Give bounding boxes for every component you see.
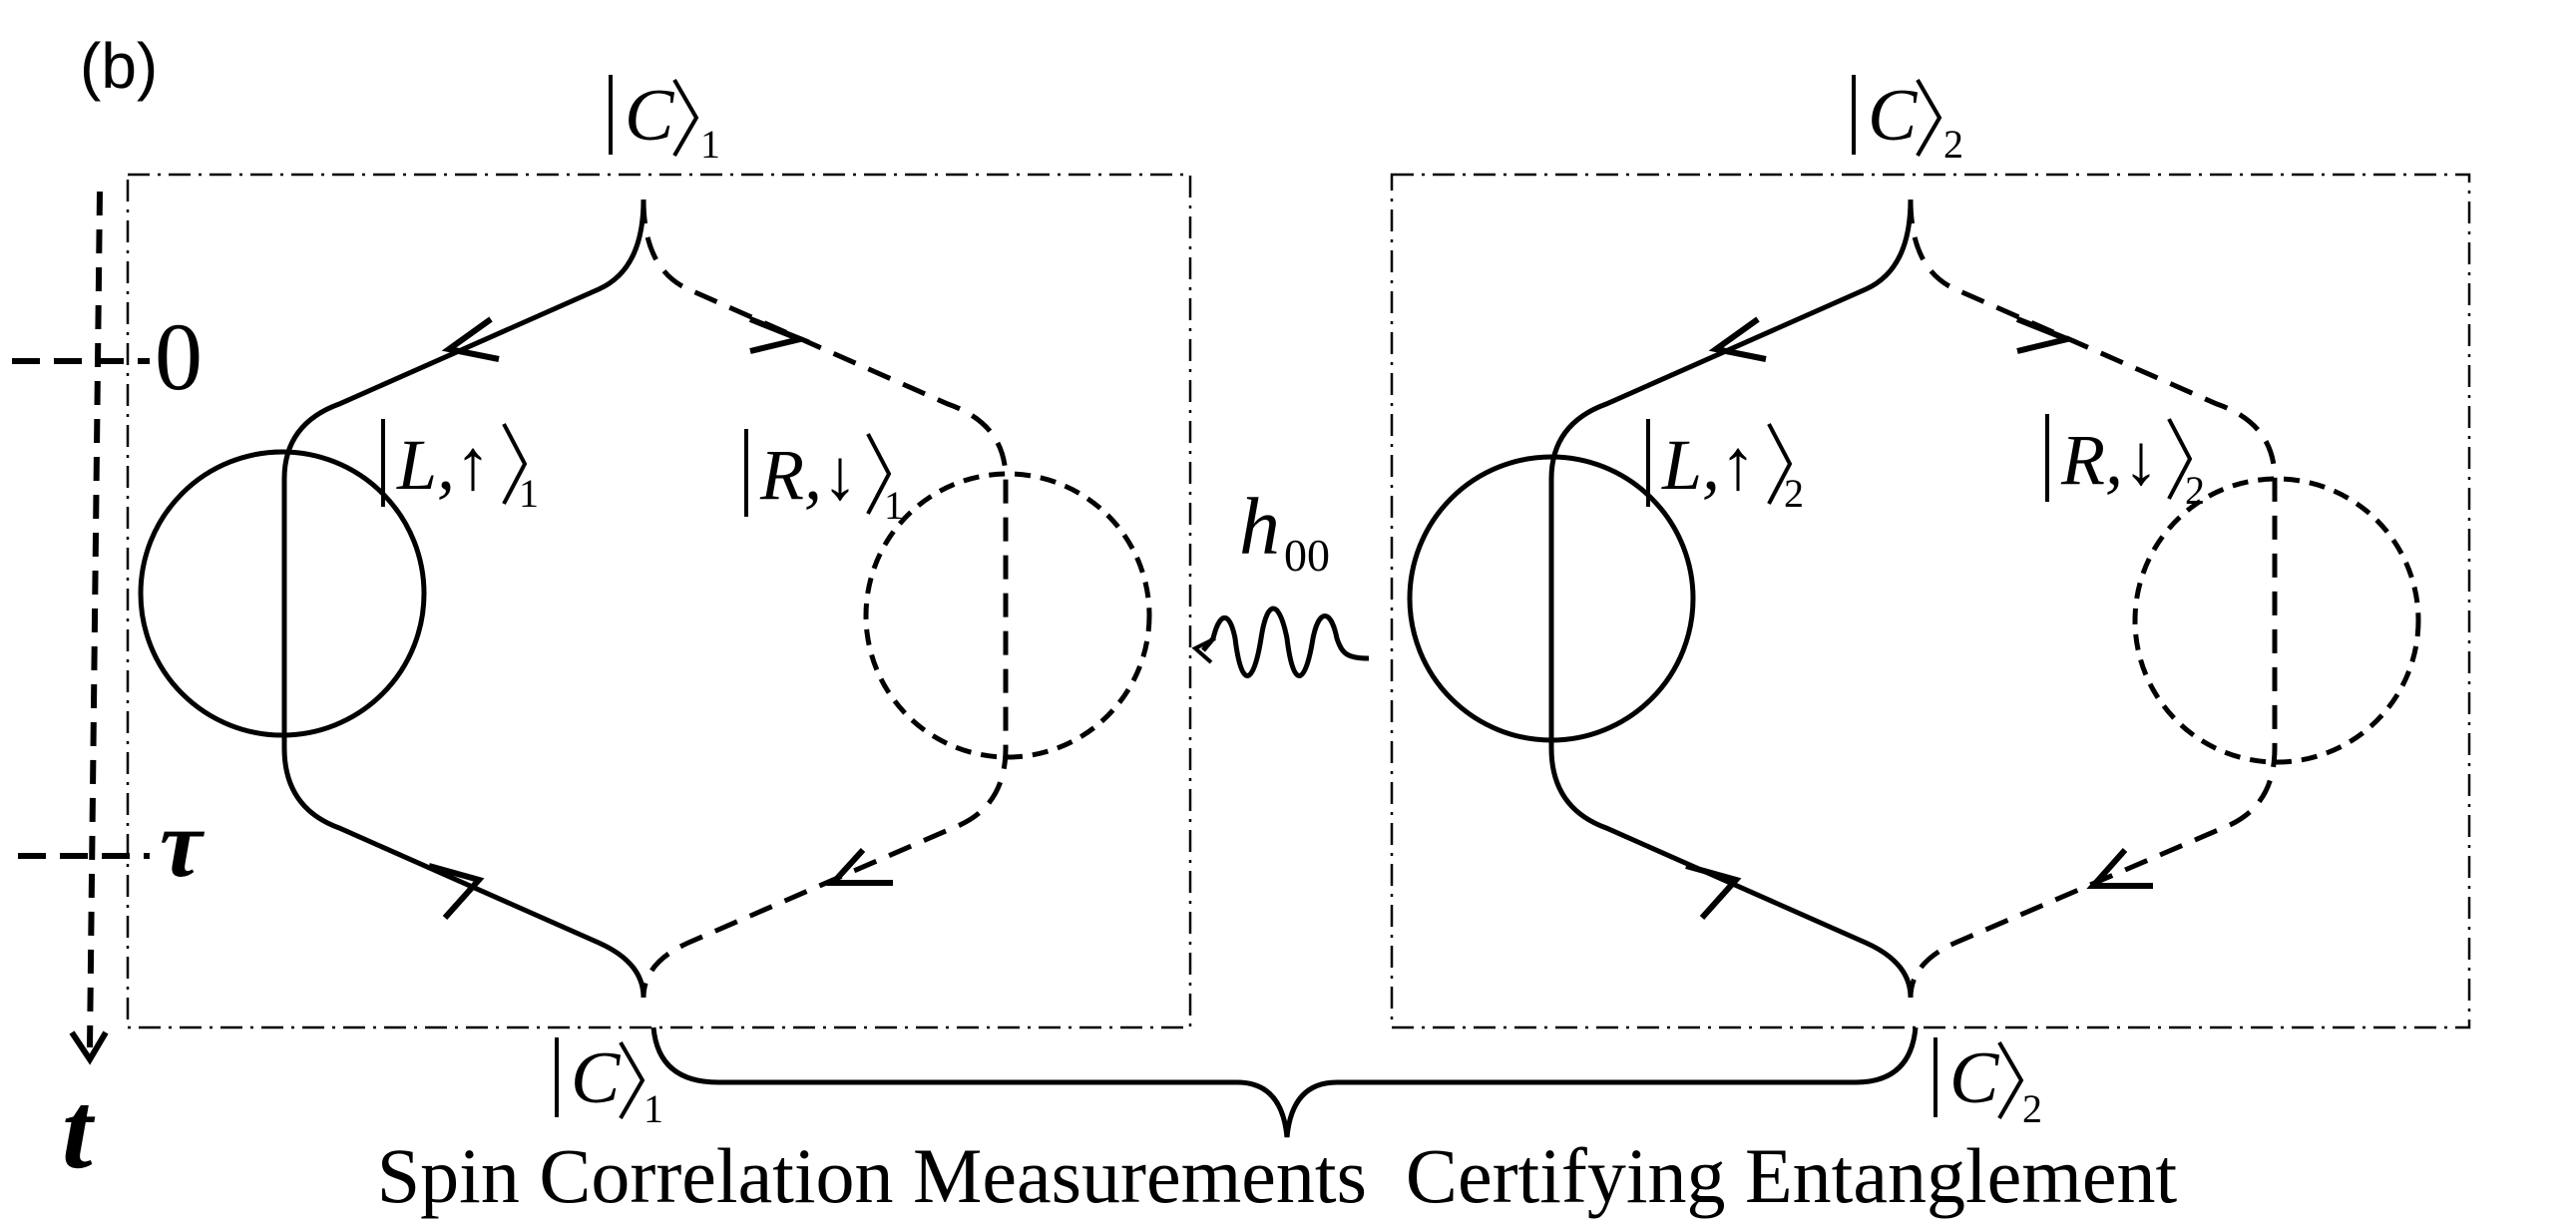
svg-text:2: 2 [2185,468,2205,513]
svg-text:C: C [1868,75,1919,157]
system-1-right-path [641,199,1009,999]
system-2-left-state: L,↑ 2 [1646,419,1804,516]
system-1-right-state: R,↓ 1 [744,429,904,528]
time-axis-label: t [62,1069,96,1191]
system-2-left-arrow-down [1708,316,1767,362]
system-2-right-state: R,↓ 2 [2045,414,2205,513]
system-2-left-arrow-up [1685,863,1742,921]
system-2-left-path [1548,199,1914,999]
system-2-right-path [1908,199,2278,999]
system-2-right-arrow-up [2086,848,2153,889]
correlation-bracket [650,1026,1919,1138]
svg-text:C: C [1949,1037,2000,1119]
caption: Spin Correlation Measurements Certifying… [377,1132,2178,1219]
svg-text:C: C [625,75,675,157]
svg-text:1: 1 [519,471,539,516]
system-1-right-arrow-down [748,316,810,354]
svg-text:2: 2 [1943,122,1963,167]
system-1-right-arrow-up [826,847,893,886]
system-1-left-path [281,199,646,999]
svg-text:1: 1 [700,122,720,167]
system-1: C 1 L,↑ 1 R,↓ 1 C 1 [126,75,1192,1131]
svg-text:1: 1 [884,483,904,528]
svg-text:R,↓: R,↓ [759,435,858,515]
system-1-left-state: L,↑ 1 [381,419,539,516]
system-2: C 2 L,↑ 2 R,↓ 2 C 2 [1390,75,2471,1131]
svg-text:2: 2 [1784,471,1804,516]
svg-text:2: 2 [2022,1086,2042,1131]
panel-label: (b) [80,30,158,102]
system-1-right-loop [863,471,1152,760]
time-axis-line [87,191,103,1048]
tick-tau-label: τ [160,790,206,897]
system-2-top-state: C 2 [1852,75,1963,167]
system-1-box [126,173,1192,1029]
svg-text:L,↑: L,↑ [1661,425,1756,505]
system-1-left-arrow-up [428,863,485,921]
system-2-left-loop [1407,454,1696,743]
tick-zero-label: 0 [155,303,203,410]
svg-text:L,↑: L,↑ [396,425,491,505]
gravity-field: h 00 [1191,481,1370,678]
time-axis-arrowhead [69,1030,109,1065]
system-2-bottom-state: C 2 [1933,1037,2042,1131]
gravity-field-label: h 00 [1239,481,1330,581]
svg-text:1: 1 [644,1086,663,1131]
svg-text:00: 00 [1284,530,1330,581]
system-1-top-state: C 1 [609,75,720,167]
system-2-right-loop [2132,476,2421,765]
system-1-bottom-state: C 1 [555,1037,663,1131]
time-axis: 0 τ t [12,191,206,1191]
graviton-wave [1201,606,1370,678]
svg-text:C: C [571,1037,622,1119]
system-1-left-loop [138,449,427,738]
system-2-box [1390,173,2471,1029]
system-1-left-arrow-down [441,316,500,362]
svg-text:R,↓: R,↓ [2060,420,2159,500]
system-2-right-arrow-down [2015,316,2077,354]
graviton-arrowhead [1191,636,1216,664]
svg-text:h: h [1239,481,1280,572]
